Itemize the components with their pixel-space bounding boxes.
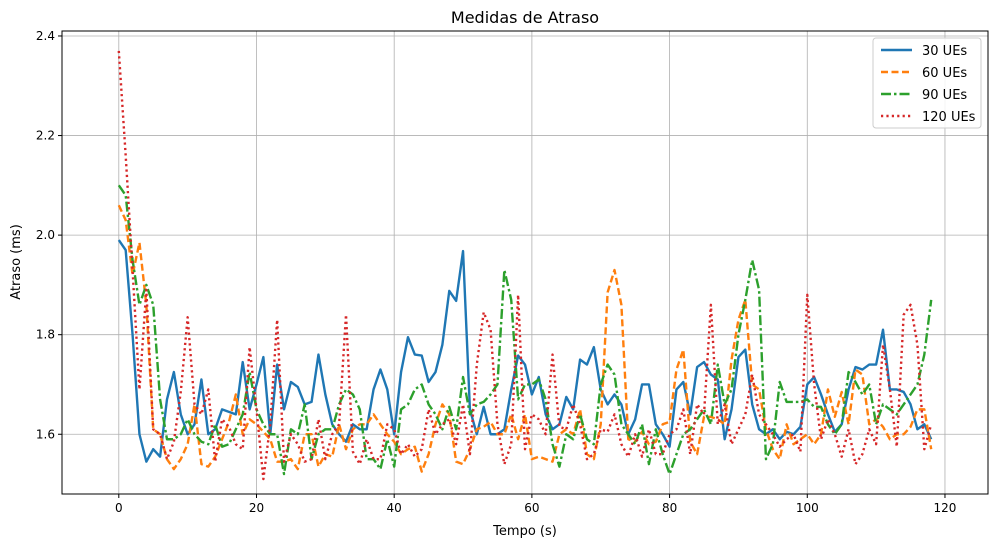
series-line-3: [117, 184, 933, 476]
grid-lines: [62, 31, 988, 494]
x-tick-label: 120: [934, 501, 957, 515]
x-tick-label: 40: [387, 501, 402, 515]
y-tick-label: 2.4: [36, 29, 55, 43]
x-tick-label: 80: [662, 501, 677, 515]
legend-box: [872, 37, 982, 129]
y-tick-label: 1.8: [36, 328, 55, 342]
x-tick-label: 0: [115, 501, 123, 515]
series-lines: [117, 50, 933, 481]
y-axis-label: Atraso (ms): [9, 224, 24, 300]
x-axis-label: Tempo (s): [492, 524, 557, 539]
legend-label-2: 60 UEs: [922, 66, 967, 81]
axis-ticks: 0 20 40 60 80 100 120 1.6 1.8 2.0 2.2 2.4: [36, 29, 957, 515]
y-tick-label: 1.6: [36, 427, 55, 441]
chart-title: Medidas de Atraso: [451, 8, 599, 27]
plot-frame: [61, 30, 989, 495]
legend-label-3: 90 UEs: [922, 88, 967, 103]
series-line-4: [117, 50, 933, 481]
x-tick-label: 20: [249, 501, 264, 515]
legend-label-4: 120 UEs: [922, 110, 976, 125]
series-line-2: [117, 204, 933, 473]
x-tick-label: 100: [796, 501, 819, 515]
x-tick-label: 60: [524, 501, 539, 515]
y-tick-label: 2.0: [36, 228, 55, 242]
y-tick-label: 2.2: [36, 129, 55, 143]
legend-label-1: 30 UEs: [922, 44, 967, 59]
legend: 30 UEs 60 UEs 90 UEs 120 UEs: [872, 37, 982, 129]
